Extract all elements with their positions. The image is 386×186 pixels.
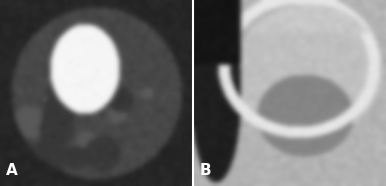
Text: A: A — [6, 163, 17, 178]
Text: B: B — [199, 163, 211, 178]
